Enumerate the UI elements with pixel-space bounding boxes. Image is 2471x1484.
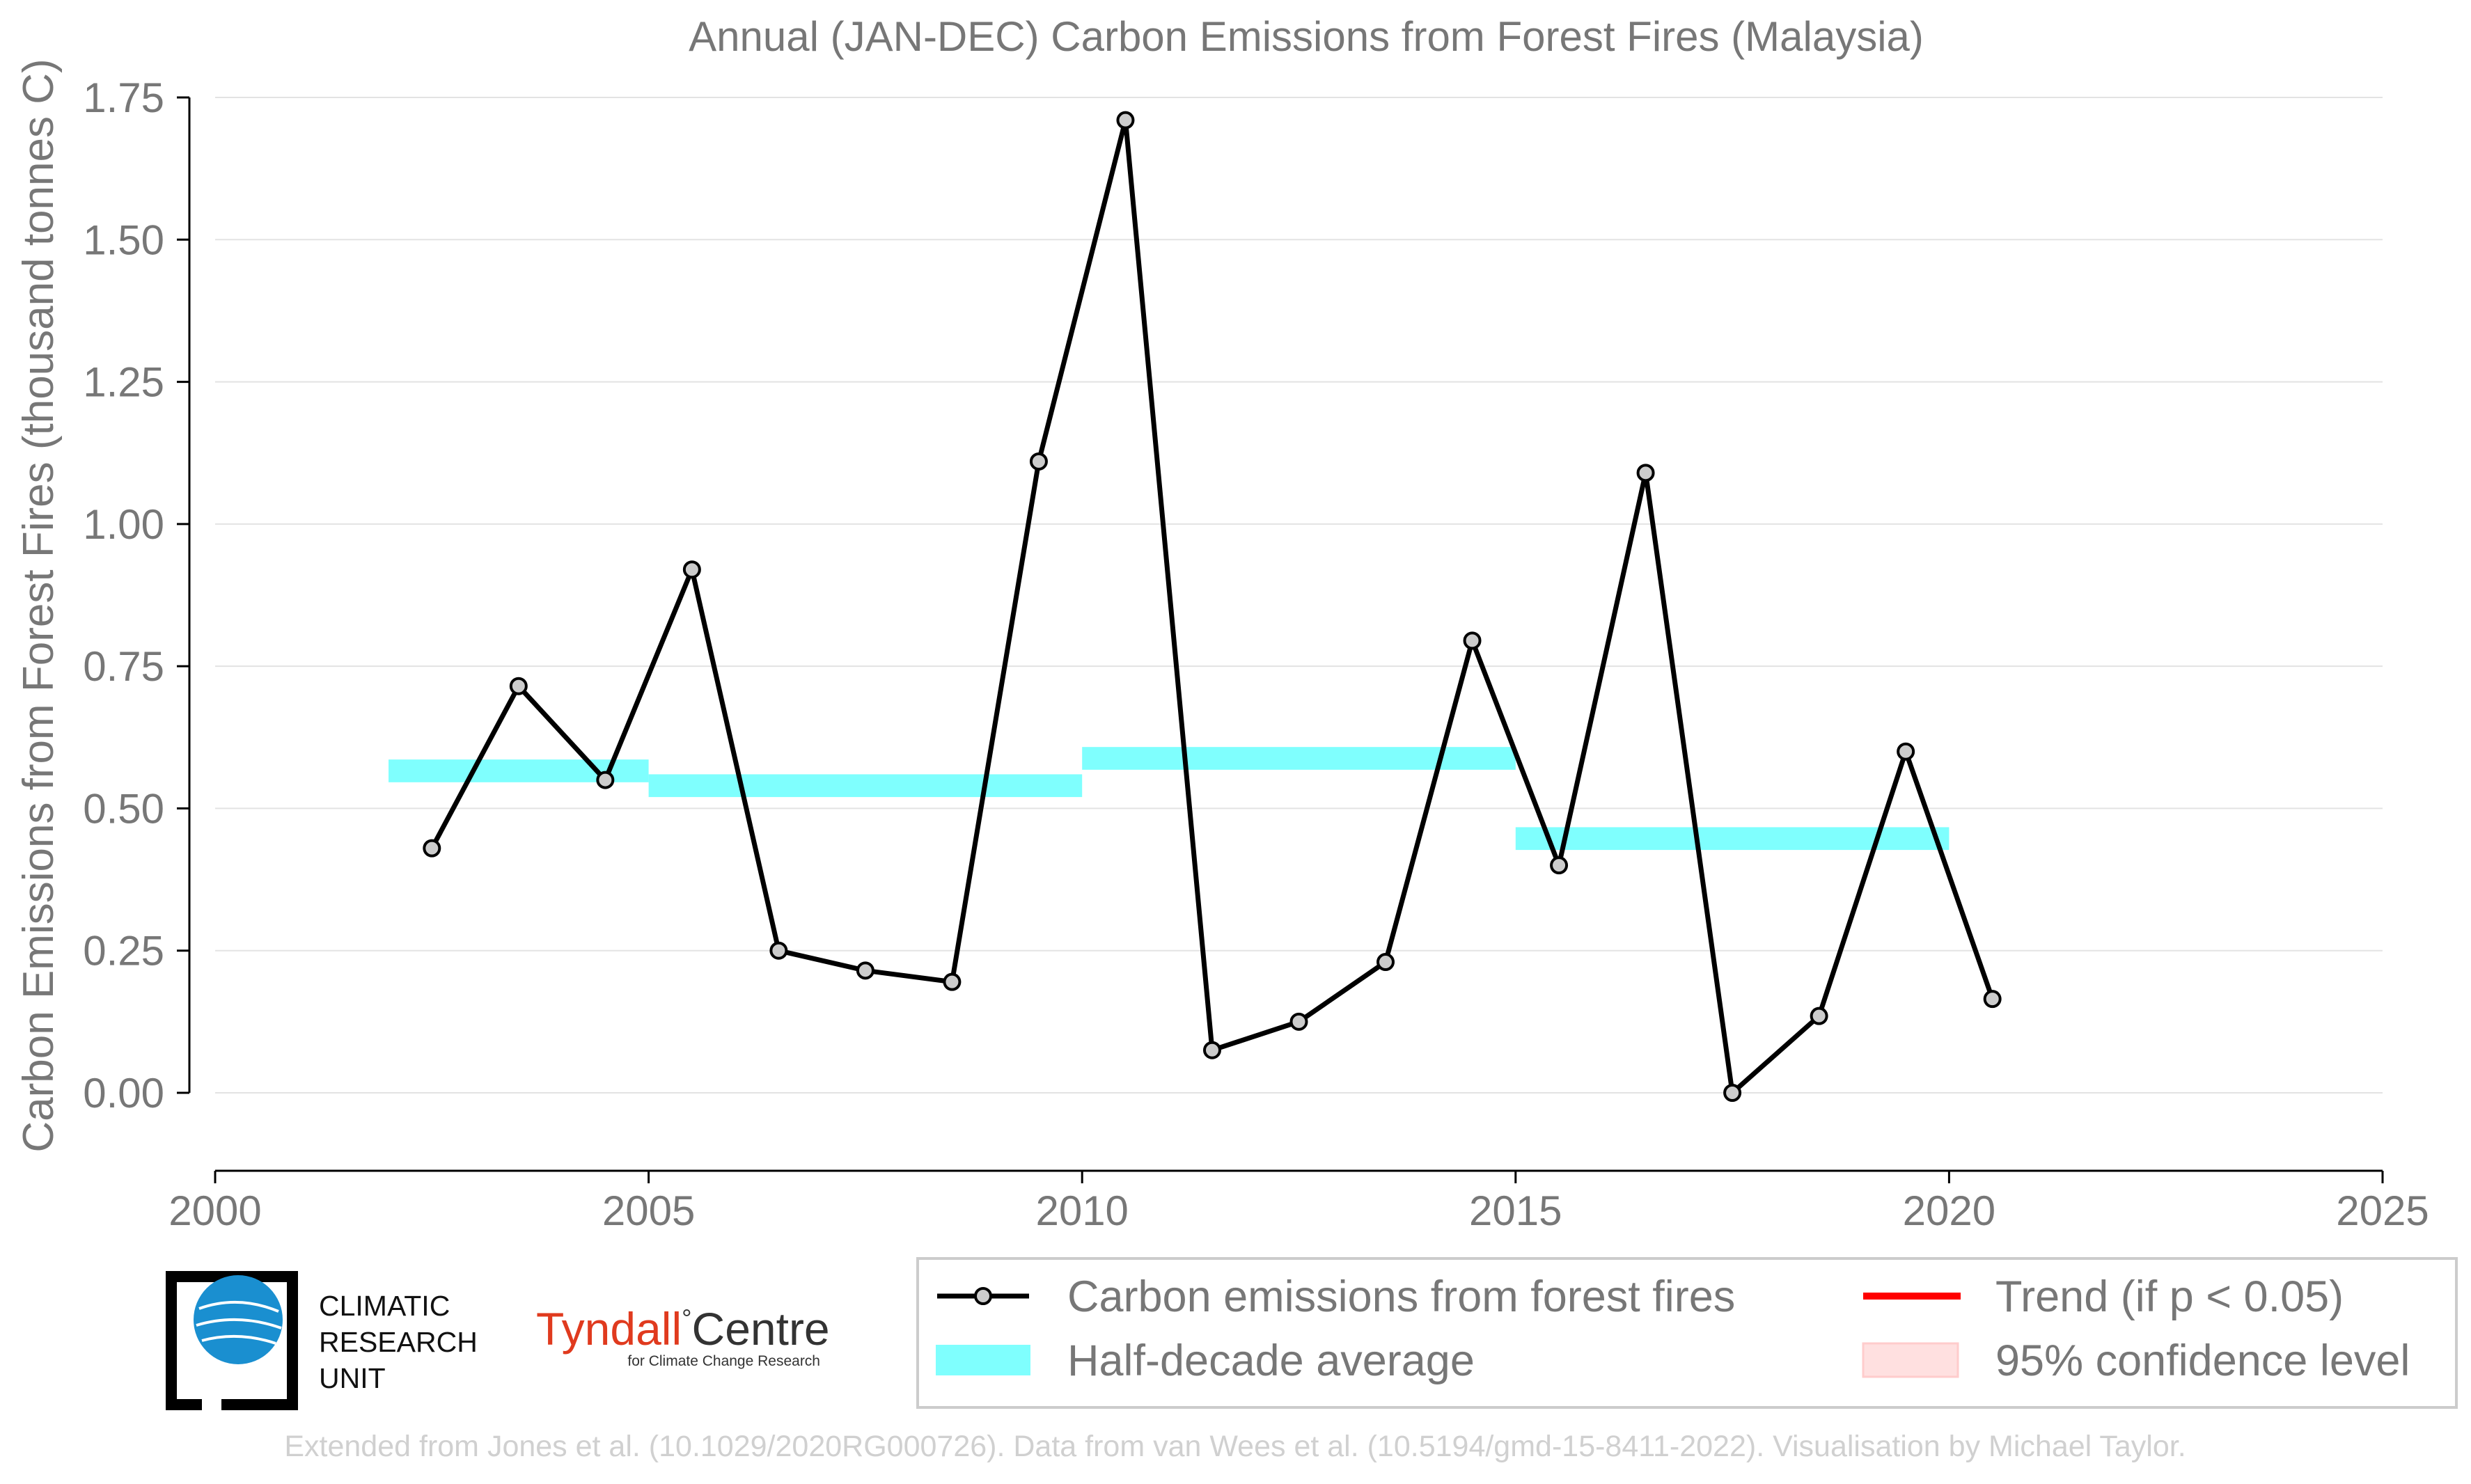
x-tick-label: 2005 — [602, 1187, 695, 1234]
legend-label-half-decade: Half-decade average — [1067, 1336, 1475, 1385]
emissions-point — [1463, 631, 1482, 650]
chart-title: Annual (JAN-DEC) Carbon Emissions from F… — [689, 13, 1924, 60]
emissions-point — [1376, 953, 1395, 972]
y-tick-label: 1.25 — [83, 359, 164, 406]
emissions-point — [943, 972, 962, 991]
x-tick-label: 2025 — [2336, 1187, 2429, 1234]
cru-line-3: UNIT — [319, 1362, 386, 1394]
emissions-point — [1810, 1007, 1828, 1025]
legend-item-half-decade: Half-decade average — [936, 1336, 1475, 1385]
y-axis-ticks: 0.00 0.25 0.50 0.75 1.00 1.25 1.50 1.75 — [83, 74, 189, 1116]
emissions-point — [682, 560, 701, 579]
footer-credits: Extended from Jones et al. (10.1029/2020… — [284, 1430, 2186, 1463]
emissions-point — [509, 677, 528, 695]
legend-frame — [916, 1257, 2458, 1409]
legend-item-trend: Trend (if p < 0.05) — [1863, 1272, 2344, 1321]
legend-marker-symbol — [974, 1287, 992, 1305]
y-tick-label: 0.00 — [83, 1070, 164, 1116]
legend-label-confidence: 95% confidence level — [1995, 1336, 2410, 1385]
y-tick-label: 0.25 — [83, 928, 164, 974]
emissions-point — [1289, 1012, 1308, 1031]
emissions-point — [423, 839, 441, 858]
half-decade-bar — [1082, 747, 1516, 770]
emissions-point — [1029, 452, 1048, 471]
emissions-point — [769, 941, 788, 960]
legend-item-confidence: 95% confidence level — [1862, 1336, 2410, 1385]
emissions-point — [1897, 742, 1915, 761]
half-decade-bar — [1515, 827, 1950, 851]
legend: Carbon emissions from forest fires Trend… — [916, 1257, 2458, 1409]
emissions-series — [423, 111, 2002, 1102]
tyndall-logo: Tyndall°Centre for Climate Change Resear… — [536, 1303, 830, 1369]
x-tick-label: 2020 — [1903, 1187, 1995, 1234]
emissions-point — [1550, 856, 1569, 875]
legend-label-trend: Trend (if p < 0.05) — [1995, 1272, 2344, 1321]
cru-bracket-right — [221, 1271, 298, 1410]
y-tick-label: 1.50 — [83, 216, 164, 263]
legend-confidence-symbol — [1862, 1342, 1959, 1378]
cru-line-1: CLIMATIC — [319, 1290, 450, 1322]
x-tick-label: 2000 — [168, 1187, 261, 1234]
emissions-point — [856, 961, 874, 980]
x-axis-ticks: 2000 2005 2010 2015 2020 2025 — [168, 1171, 2429, 1234]
emissions-point — [1202, 1041, 1221, 1059]
y-tick-label: 1.75 — [83, 74, 164, 121]
x-tick-label: 2015 — [1469, 1187, 1562, 1234]
tyndall-wordmark: Tyndall°Centre — [536, 1303, 830, 1355]
cru-line-2: RESEARCH — [319, 1326, 478, 1358]
half-decade-bar — [648, 774, 1083, 798]
legend-half-decade-symbol — [936, 1345, 1030, 1375]
emissions-point — [1636, 464, 1655, 482]
emissions-point — [1983, 990, 2002, 1009]
cru-bracket-left — [166, 1271, 272, 1410]
emissions-point — [1116, 111, 1135, 129]
legend-label-emissions: Carbon emissions from forest fires — [1067, 1272, 1735, 1321]
x-tick-label: 2010 — [1035, 1187, 1128, 1234]
tyndall-subtitle: for Climate Change Research — [627, 1353, 820, 1369]
y-tick-label: 0.50 — [83, 785, 164, 832]
cru-logo: CLIMATIC RESEARCH UNIT — [166, 1271, 478, 1410]
y-tick-label: 0.75 — [83, 643, 164, 690]
emissions-point — [1723, 1084, 1742, 1102]
y-tick-label: 1.00 — [83, 501, 164, 548]
y-axis-label: Carbon Emissions from Forest Fires (thou… — [15, 58, 63, 1152]
emissions-point — [596, 771, 615, 789]
gridlines — [215, 97, 2383, 1094]
legend-item-emissions: Carbon emissions from forest fires — [937, 1272, 1735, 1321]
